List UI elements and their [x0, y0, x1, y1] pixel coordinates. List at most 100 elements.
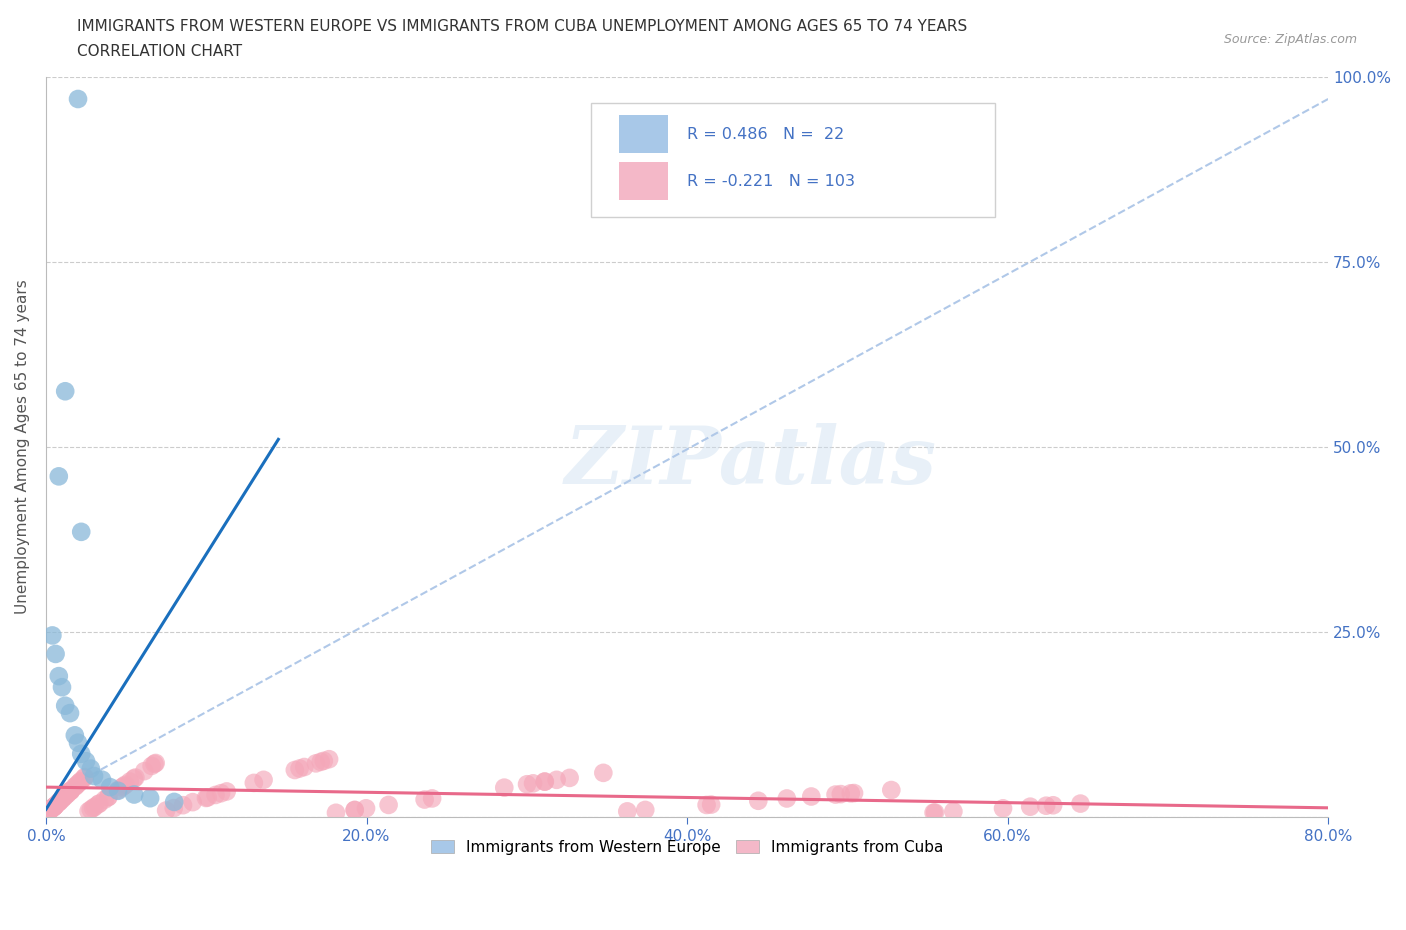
- Point: [44, 798, 66, 813]
- Point: [122, 771, 145, 786]
- Point: [305, 756, 328, 771]
- Point: [204, 788, 226, 803]
- FancyBboxPatch shape: [591, 102, 995, 218]
- Point: [80, 761, 103, 776]
- Point: [70, 525, 93, 539]
- Point: [747, 793, 769, 808]
- Point: [59, 783, 82, 798]
- Point: [292, 760, 315, 775]
- Bar: [619, 115, 668, 153]
- Point: [89, 796, 111, 811]
- Point: [1069, 796, 1091, 811]
- Point: [124, 770, 146, 785]
- Point: [63, 728, 86, 743]
- Point: [38, 804, 60, 818]
- Legend: Immigrants from Western Europe, Immigrants from Cuba: Immigrants from Western Europe, Immigran…: [425, 833, 949, 861]
- Point: [309, 754, 332, 769]
- Point: [343, 803, 366, 817]
- Point: [75, 754, 97, 769]
- Point: [98, 779, 121, 794]
- Point: [48, 669, 70, 684]
- Text: CORRELATION CHART: CORRELATION CHART: [77, 44, 242, 59]
- Point: [141, 759, 163, 774]
- Point: [97, 790, 120, 804]
- Point: [830, 787, 852, 802]
- Point: [53, 790, 76, 804]
- Point: [66, 777, 89, 791]
- Point: [700, 797, 723, 812]
- Point: [922, 805, 945, 820]
- Point: [59, 783, 82, 798]
- Point: [494, 780, 516, 795]
- Point: [42, 800, 65, 815]
- Point: [145, 755, 167, 770]
- Point: [114, 777, 136, 792]
- Point: [44, 799, 66, 814]
- Point: [44, 799, 66, 814]
- Point: [592, 765, 614, 780]
- Point: [53, 384, 76, 399]
- Point: [66, 736, 89, 751]
- Point: [155, 804, 177, 818]
- Point: [534, 774, 557, 789]
- Point: [48, 469, 70, 484]
- Point: [800, 789, 823, 804]
- Point: [42, 801, 65, 816]
- Point: [53, 698, 76, 713]
- Point: [111, 780, 134, 795]
- Text: IMMIGRANTS FROM WESTERN EUROPE VS IMMIGRANTS FROM CUBA UNEMPLOYMENT AMONG AGES 6: IMMIGRANTS FROM WESTERN EUROPE VS IMMIGR…: [77, 19, 967, 33]
- Point: [65, 778, 87, 793]
- Point: [97, 790, 120, 804]
- Point: [70, 747, 93, 762]
- Point: [51, 791, 73, 806]
- Point: [318, 751, 340, 766]
- Point: [59, 784, 82, 799]
- Text: Source: ZipAtlas.com: Source: ZipAtlas.com: [1223, 33, 1357, 46]
- Point: [942, 804, 965, 818]
- Point: [38, 804, 60, 818]
- Point: [209, 786, 232, 801]
- Point: [215, 784, 238, 799]
- Point: [413, 792, 436, 807]
- Point: [354, 801, 377, 816]
- Point: [53, 789, 76, 804]
- Point: [325, 805, 347, 820]
- Point: [343, 803, 366, 817]
- Point: [284, 763, 307, 777]
- Point: [66, 91, 89, 106]
- Point: [107, 783, 129, 798]
- Point: [45, 646, 67, 661]
- Point: [56, 786, 79, 801]
- Point: [172, 798, 194, 813]
- Point: [288, 761, 311, 776]
- Point: [163, 794, 186, 809]
- Point: [252, 773, 274, 788]
- Point: [60, 783, 83, 798]
- Point: [112, 778, 135, 793]
- Point: [558, 770, 581, 785]
- Text: R = 0.486   N =  22: R = 0.486 N = 22: [688, 126, 845, 141]
- Point: [842, 786, 865, 801]
- Point: [197, 790, 219, 804]
- Point: [77, 804, 100, 818]
- Point: [82, 801, 104, 816]
- Point: [195, 790, 218, 805]
- Point: [522, 776, 544, 790]
- Point: [83, 768, 105, 783]
- Point: [73, 770, 96, 785]
- Point: [42, 800, 65, 815]
- Point: [91, 772, 114, 787]
- Point: [73, 770, 96, 785]
- Point: [70, 774, 93, 789]
- Point: [181, 795, 204, 810]
- Point: [87, 797, 110, 812]
- Point: [420, 791, 443, 806]
- Point: [839, 786, 862, 801]
- Text: ZIPatlas: ZIPatlas: [565, 423, 938, 500]
- Point: [533, 774, 555, 789]
- Point: [134, 764, 156, 778]
- Point: [51, 792, 73, 807]
- Point: [1035, 798, 1057, 813]
- Point: [991, 801, 1014, 816]
- Text: R = -0.221   N = 103: R = -0.221 N = 103: [688, 174, 855, 189]
